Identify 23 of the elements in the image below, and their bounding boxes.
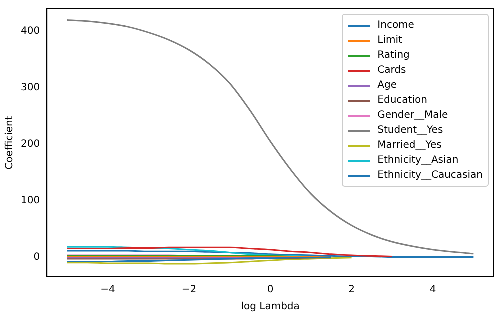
x-tick-label: 0 — [267, 284, 274, 296]
legend-label: Cards — [378, 64, 406, 78]
x-tick-label: −4 — [100, 284, 116, 296]
legend-label: Age — [378, 79, 397, 93]
legend-label: Education — [378, 94, 428, 108]
y-tick-label: 300 — [20, 82, 40, 94]
legend-label: Rating — [378, 49, 410, 63]
y-tick-label: 0 — [34, 252, 40, 263]
y-axis-title: Coefficient — [4, 116, 16, 170]
x-tick-label: 2 — [348, 284, 355, 296]
y-tick-label: 400 — [20, 26, 40, 38]
y-tick-label: 100 — [20, 195, 40, 206]
legend-label: Married__Yes — [378, 139, 442, 153]
legend-label: Ethnicity__Caucasian — [378, 169, 483, 183]
legend-label: Student__Yes — [378, 124, 444, 138]
legend-label: Limit — [378, 34, 402, 48]
legend-label: Ethnicity__Asian — [378, 154, 459, 168]
x-axis-title: log Lambda — [241, 302, 300, 313]
legend-label: Income — [378, 19, 414, 33]
x-tick-label: −2 — [182, 284, 197, 296]
x-tick-label: 4 — [430, 284, 436, 296]
y-tick-label: 200 — [20, 139, 40, 150]
legend-label: Gender__Male — [378, 109, 448, 123]
